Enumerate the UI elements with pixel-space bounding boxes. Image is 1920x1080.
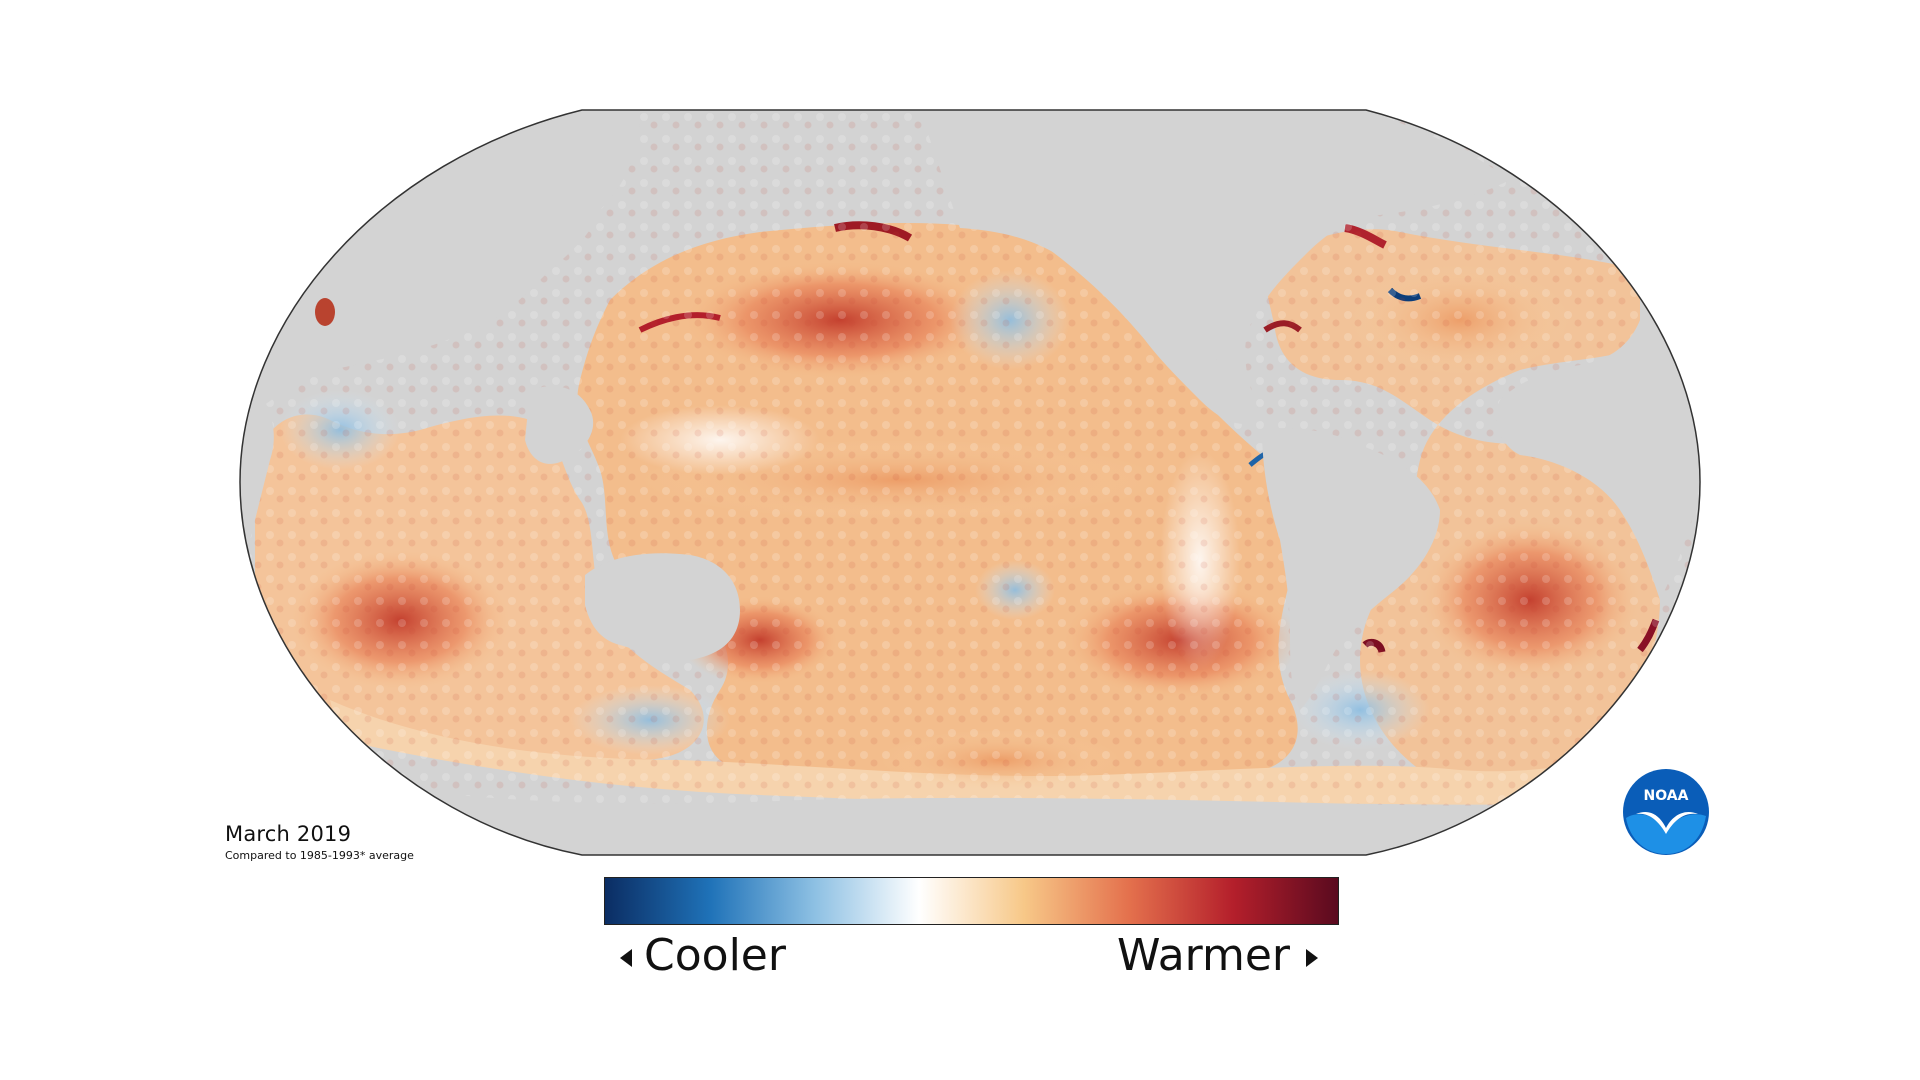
land-europe-africa	[1496, 270, 1700, 600]
land-australia	[585, 553, 740, 662]
land-antarctica	[240, 760, 1700, 855]
date-label: March 2019	[225, 822, 352, 846]
noaa-logo-text: NOAA	[1644, 788, 1689, 804]
color-scale-bar	[604, 877, 1339, 925]
warmer-label: Warmer	[1117, 930, 1290, 981]
comparison-note: Compared to 1985-1993* average	[225, 849, 414, 862]
caption-block: March 2019 Compared to 1985-1993* averag…	[225, 822, 414, 862]
land-south-america	[1262, 428, 1440, 710]
legend-warmer: Warmer	[1117, 928, 1318, 984]
legend-cooler: Cooler	[620, 928, 786, 984]
land-island	[1204, 340, 1236, 360]
land-africa-east	[240, 380, 274, 580]
triangle-right-icon	[1306, 949, 1318, 967]
land-southeast-asia	[525, 386, 594, 464]
land-island-warm	[315, 298, 335, 326]
ocean-layer	[240, 110, 1700, 855]
globe-outline	[239, 109, 1701, 856]
land-north-america	[920, 110, 1510, 424]
triangle-left-icon	[620, 949, 632, 967]
noaa-logo-wave	[1626, 814, 1706, 854]
noaa-logo-bird	[1636, 811, 1698, 834]
cooler-label: Cooler	[644, 930, 786, 981]
noaa-logo-icon: NOAA	[1623, 769, 1709, 855]
